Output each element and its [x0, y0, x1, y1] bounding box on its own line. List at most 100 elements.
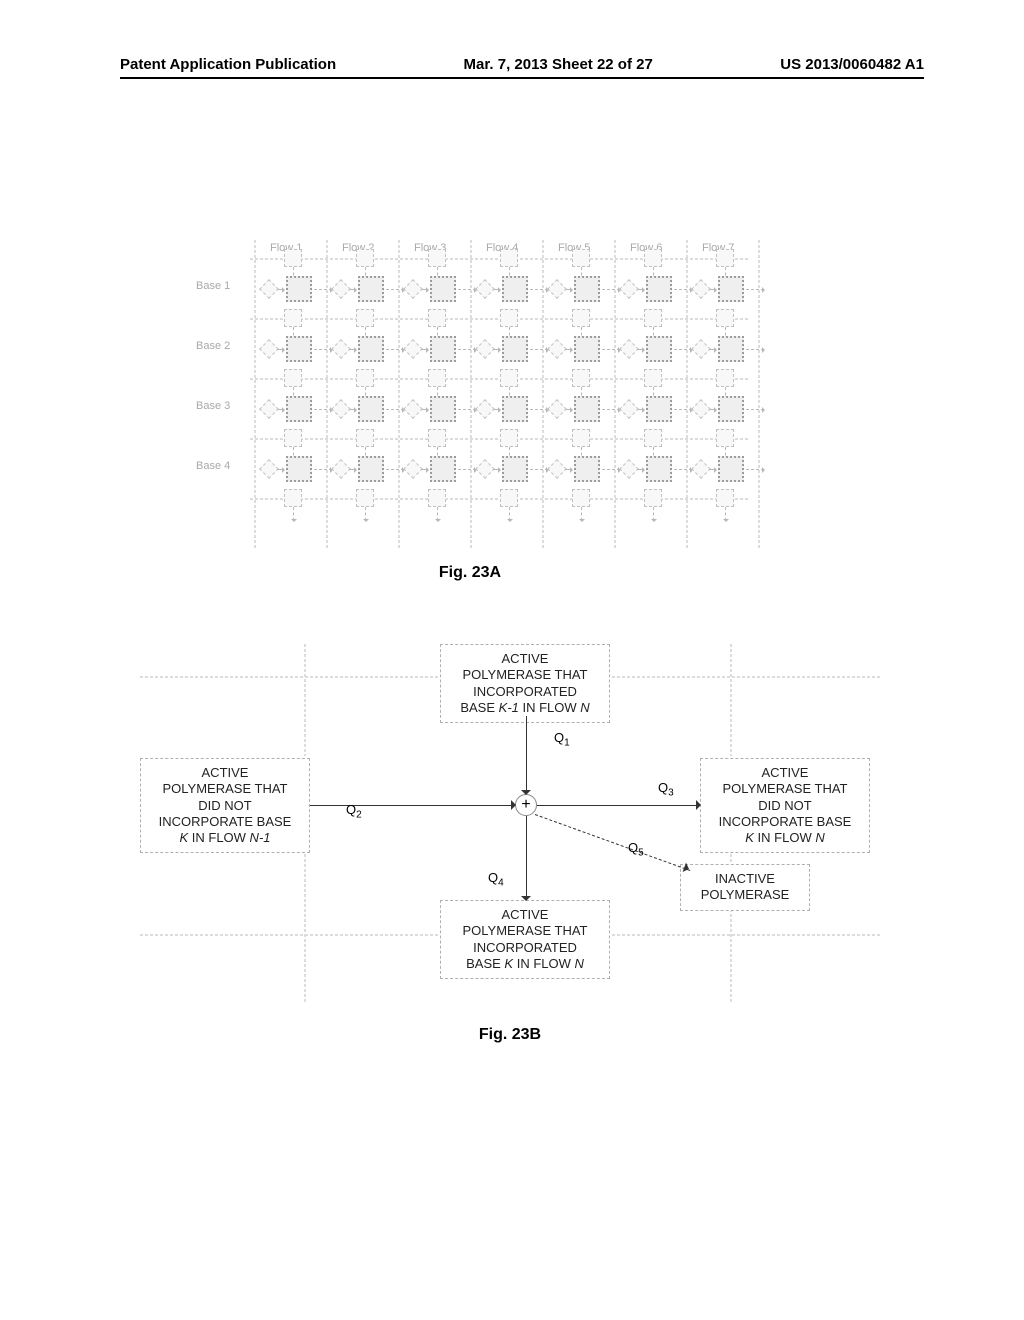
fig-23b-caption: Fig. 23B [140, 1026, 880, 1044]
arrow-h [422, 349, 428, 350]
node-small-square [644, 489, 662, 507]
node-big-square [574, 396, 600, 422]
arrow-h [638, 469, 644, 470]
arrow-h-solid [537, 805, 700, 806]
node-text-line: POLYMERASE THAT [449, 923, 601, 939]
node-big-square [286, 276, 312, 302]
arrowhead-down-icon [521, 896, 531, 906]
node-big-square [358, 276, 384, 302]
node-big-square [502, 456, 528, 482]
node-big-square [574, 456, 600, 482]
header-left: Patent Application Publication [120, 56, 336, 73]
node-diamond [475, 279, 495, 299]
arrowhead-right-icon [511, 800, 521, 810]
fig-23a-caption: Fig. 23A [190, 564, 750, 582]
arrow-h [746, 349, 764, 350]
arrow-h [746, 409, 764, 410]
node-diamond [619, 399, 639, 419]
arrow-v [509, 507, 510, 521]
fig-23a-diagram: Flow 1Flow 2Flow 3Flow 4Flow 5Flow 6Flow… [190, 230, 750, 550]
node-text-line: INCORPORATED [449, 684, 601, 700]
arrow-h [530, 409, 548, 410]
arrow-h [710, 469, 716, 470]
grid-vline [470, 240, 472, 550]
arrowhead-down-icon [521, 790, 531, 800]
node-diamond [475, 399, 495, 419]
page-header: Patent Application Publication Mar. 7, 2… [120, 56, 924, 79]
node-text-line: INCORPORATE BASE [709, 814, 861, 830]
node-diamond [403, 399, 423, 419]
arrow-h [494, 469, 500, 470]
arrow-v [653, 507, 654, 521]
base-label: Base 1 [196, 280, 252, 292]
node-big-square [646, 396, 672, 422]
q-label-q3: Q3 [658, 780, 674, 799]
arrow-h [278, 349, 284, 350]
node-diamond [691, 459, 711, 479]
node-diamond [691, 399, 711, 419]
node-text-line: POLYMERASE THAT [709, 781, 861, 797]
node-big-square [430, 456, 456, 482]
grid-vline [614, 240, 616, 550]
node-small-square [356, 309, 374, 327]
node-small-square [428, 249, 446, 267]
node-small-square [716, 309, 734, 327]
grid-vline [304, 644, 306, 756]
grid-vline [326, 240, 328, 550]
fig-23a: Flow 1Flow 2Flow 3Flow 4Flow 5Flow 6Flow… [190, 230, 750, 582]
node-text-line: POLYMERASE [689, 887, 801, 903]
grid-hline [140, 934, 438, 936]
arrow-h [278, 289, 284, 290]
arrow-h [638, 409, 644, 410]
arrow-v [293, 507, 294, 521]
grid-vline [254, 240, 256, 550]
node-active-incorporated-cur: ACTIVEPOLYMERASE THATINCORPORATEDBASE K … [440, 900, 610, 979]
arrow-h [350, 349, 356, 350]
arrow-v [437, 507, 438, 521]
node-diamond [475, 459, 495, 479]
node-small-square [500, 249, 518, 267]
arrowhead-right-icon [696, 800, 706, 810]
node-big-square [358, 336, 384, 362]
node-small-square [356, 489, 374, 507]
node-big-square [286, 396, 312, 422]
node-text-line: INCORPORATED [449, 940, 601, 956]
arrow-h [530, 349, 548, 350]
node-small-square [428, 429, 446, 447]
node-small-square [716, 369, 734, 387]
arrow-h [458, 469, 476, 470]
base-label: Base 3 [196, 400, 252, 412]
q-label-q1: Q1 [554, 730, 570, 749]
arrow-h [350, 469, 356, 470]
arrow-v [725, 507, 726, 521]
arrow-h [566, 349, 572, 350]
node-diamond [691, 279, 711, 299]
arrow-h [422, 289, 428, 290]
arrow-h [386, 409, 404, 410]
node-diamond [403, 459, 423, 479]
node-big-square [358, 396, 384, 422]
node-diamond [619, 339, 639, 359]
header-center: Mar. 7, 2013 Sheet 22 of 27 [464, 56, 653, 73]
node-small-square [284, 369, 302, 387]
node-small-square [644, 309, 662, 327]
node-text-line: POLYMERASE THAT [449, 667, 601, 683]
arrow-h [494, 349, 500, 350]
node-small-square [356, 369, 374, 387]
arrow-h [674, 349, 692, 350]
node-big-square [502, 276, 528, 302]
arrow-v-solid [526, 816, 527, 900]
node-small-square [284, 309, 302, 327]
node-text-line: POLYMERASE THAT [149, 781, 301, 797]
node-text-line: ACTIVE [149, 765, 301, 781]
arrow-h [674, 409, 692, 410]
node-small-square [356, 429, 374, 447]
node-big-square [574, 276, 600, 302]
node-small-square [644, 249, 662, 267]
arrow-h [314, 409, 332, 410]
arrow-h [710, 349, 716, 350]
arrow-h [566, 409, 572, 410]
node-small-square [284, 489, 302, 507]
node-text-line: INACTIVE [689, 871, 801, 887]
node-diamond [259, 459, 279, 479]
